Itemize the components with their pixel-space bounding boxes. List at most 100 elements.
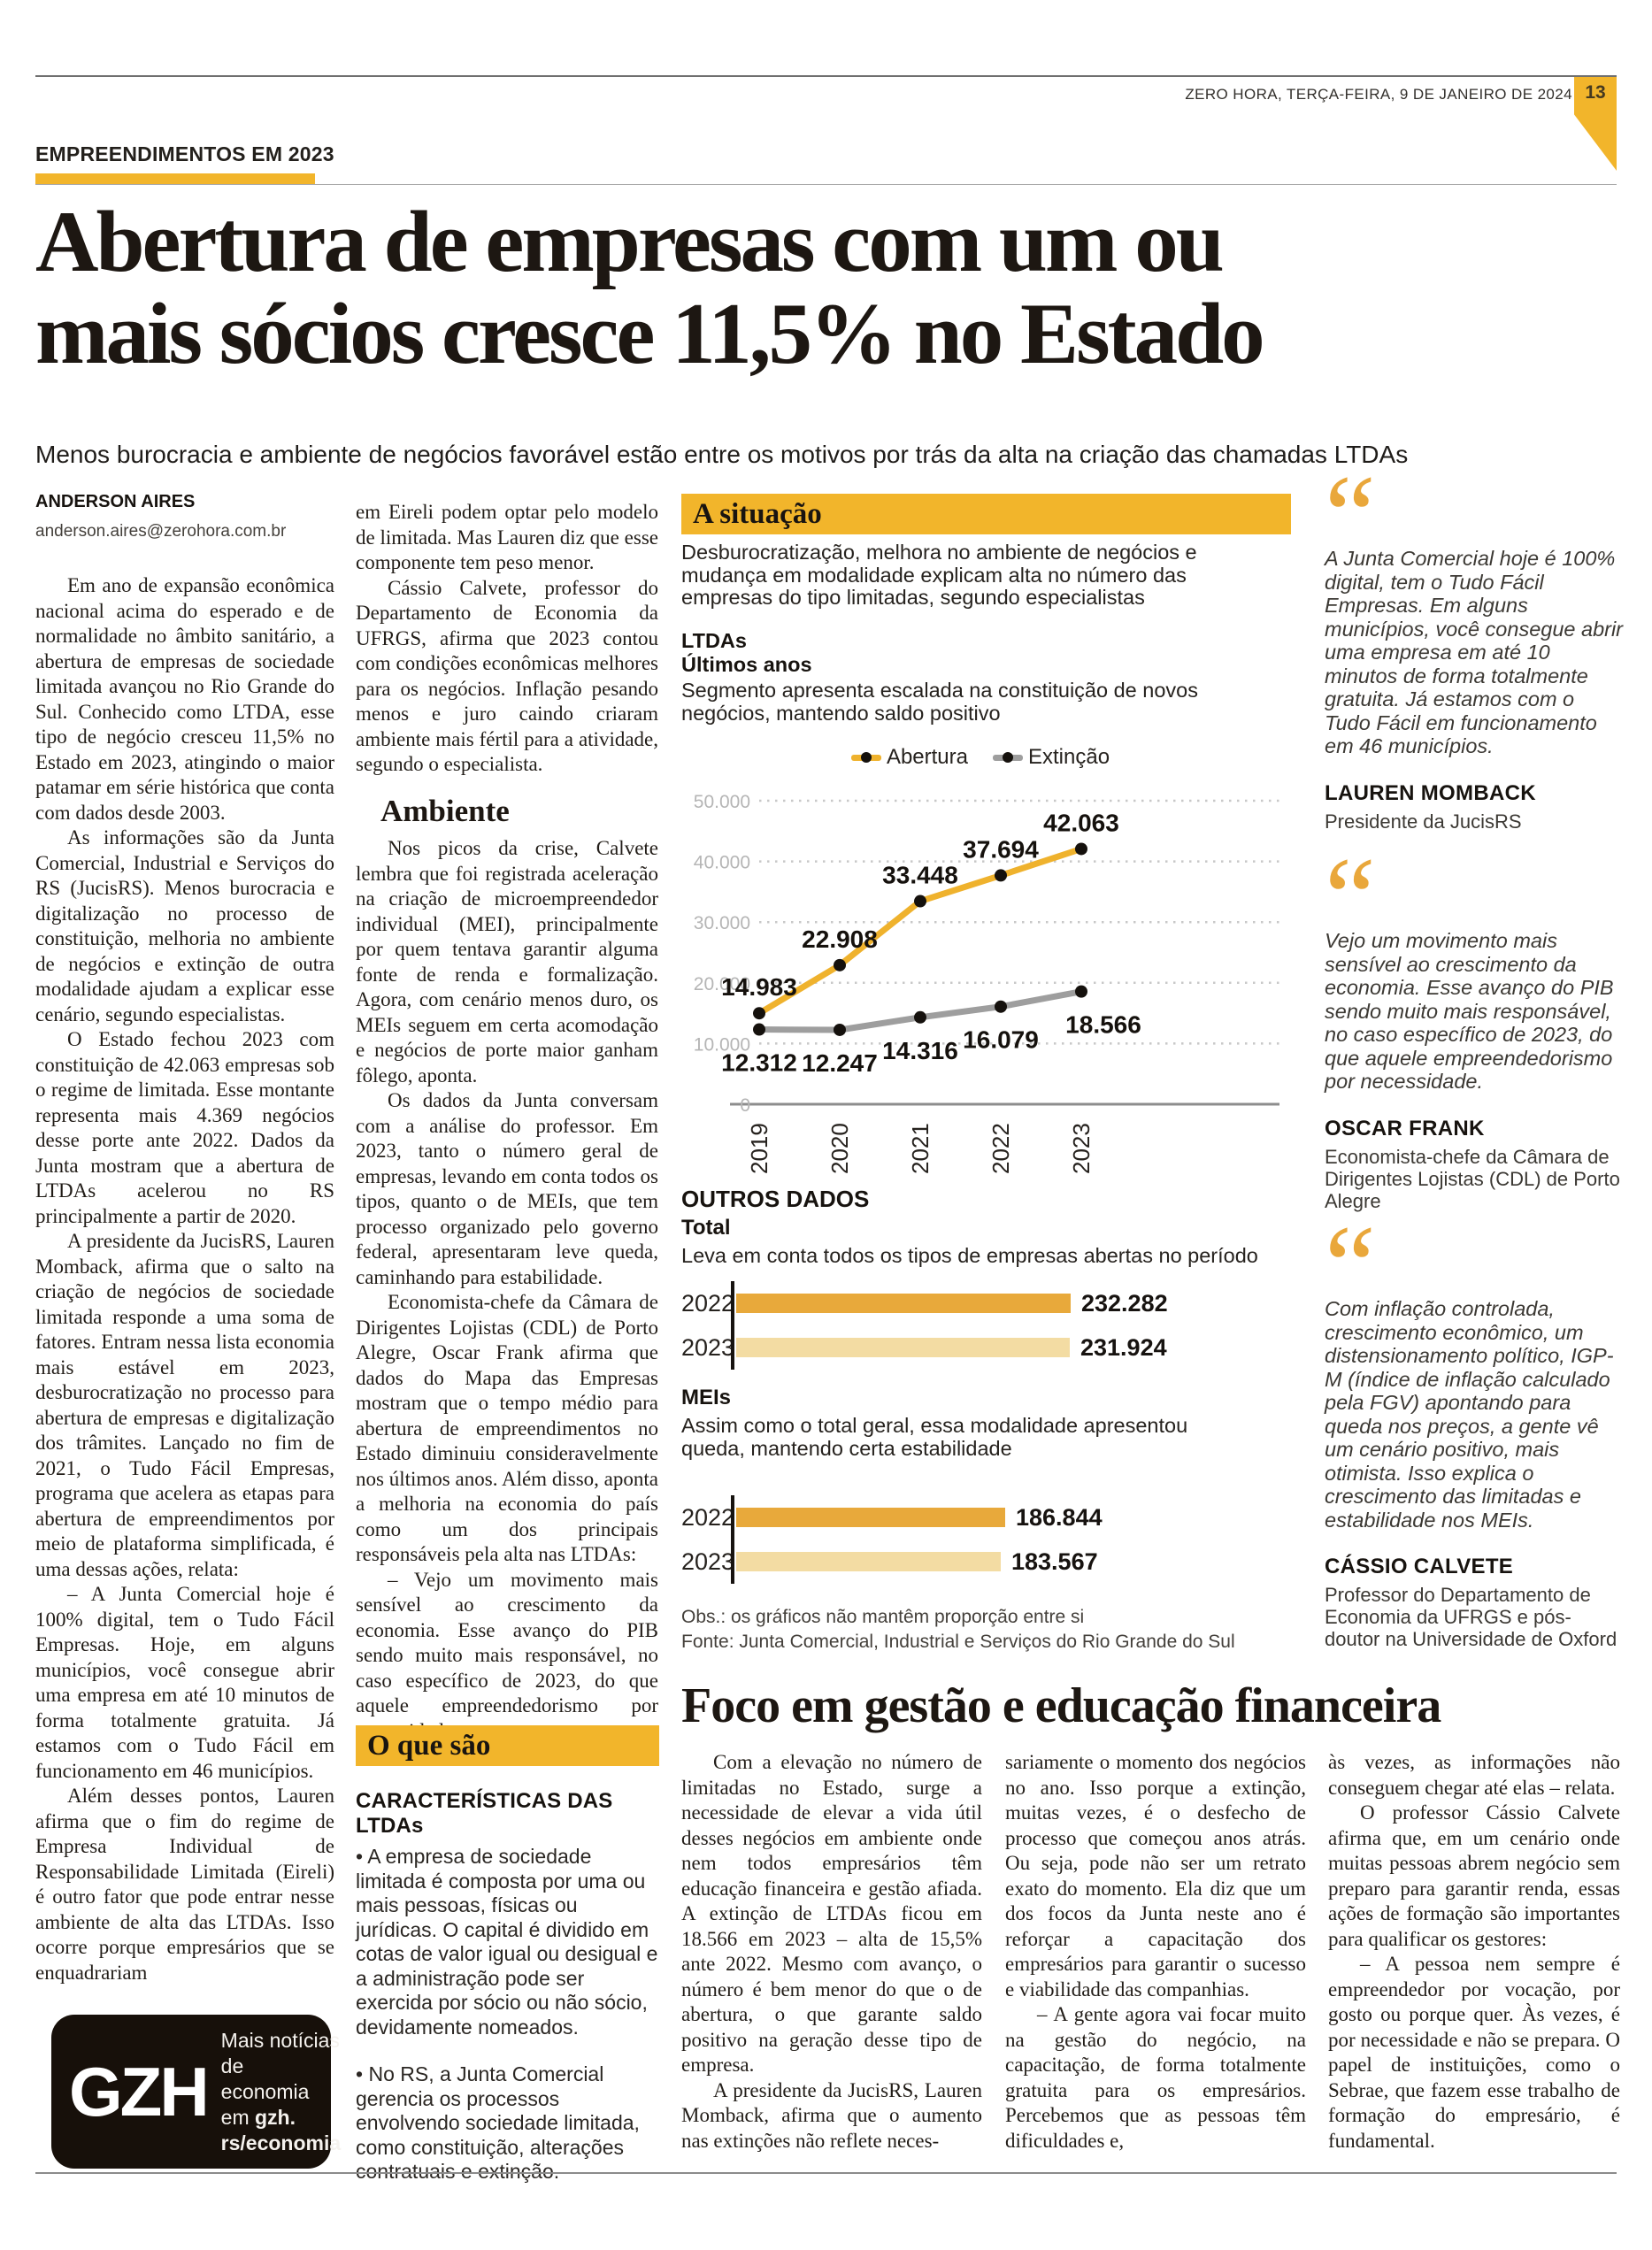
bottom-article-column-1: Com a elevação no número de limitadas no…	[681, 1750, 982, 2154]
bar-value-label: 183.567	[1011, 1547, 1098, 1575]
data-label: 12.247	[802, 1049, 878, 1077]
data-label: 14.316	[882, 1037, 958, 1064]
legend-label: Extinção	[1028, 745, 1110, 769]
legend-line-swatch	[993, 752, 1023, 763]
x-tick-label: 2023	[1068, 1123, 1095, 1174]
bar	[736, 1294, 1071, 1313]
byline-author: ANDERSON AIRES	[35, 492, 196, 511]
data-point	[995, 1000, 1007, 1013]
chart-note: Obs.: os gráficos não mantêm proporção e…	[681, 1607, 1085, 1627]
data-point	[834, 1023, 846, 1036]
bottom-article-column-2: sariamente o momento dos negócios no ano…	[1005, 1750, 1306, 2154]
bar	[736, 1508, 1005, 1527]
bar-track: 231.924	[731, 1325, 1279, 1370]
legend-dot-icon	[860, 752, 872, 763]
data-label: 22.908	[802, 925, 878, 953]
bar-row: 2022 232.282	[681, 1281, 1279, 1325]
paragraph: A presidente da JucisRS, Lauren Momback,…	[35, 1230, 334, 1580]
section-kicker: EMPREENDIMENTOS EM 2023	[35, 142, 334, 165]
quote-text: Vejo um movimento mais sensível ao cresc…	[1325, 929, 1614, 1093]
paragraph: A presidente da JucisRS, Lauren Momback,…	[681, 2078, 982, 2152]
explainer-box-subtitle: CARACTERÍSTICAS DAS LTDAs	[356, 1789, 613, 1838]
bar-track: 183.567	[731, 1540, 1279, 1584]
paragraph: As informações são da Junta Comercial, I…	[35, 826, 334, 1025]
quote-author-role: Professor do Departamento de Economia da…	[1325, 1584, 1617, 1650]
paragraph: – A Junta Comercial hoje é 100% digital,…	[35, 1583, 334, 1782]
infographic-title-bar: A situação	[681, 494, 1291, 534]
data-point	[914, 895, 926, 908]
bar	[736, 1552, 1001, 1571]
data-point	[1075, 842, 1087, 856]
page-number-tab: 13	[1574, 77, 1617, 171]
legend-dot-icon	[1003, 752, 1013, 763]
headline-line-1: Abertura de empresas com um ou	[35, 194, 1225, 290]
data-label: 18.566	[1065, 1011, 1141, 1039]
bar-value-label: 231.924	[1080, 1333, 1167, 1361]
bullet-icon: •	[356, 1845, 364, 1868]
paragraph: O Estado fechou 2023 com constituição de…	[35, 1028, 334, 1227]
chart-description: Segmento apresenta escalada na constitui…	[681, 679, 1198, 725]
bar-year-label: 2023	[681, 1547, 735, 1575]
quote-author-role: Presidente da JucisRS	[1325, 810, 1522, 833]
bar-track: 186.844	[731, 1495, 1279, 1540]
data-label: 42.063	[1043, 809, 1119, 836]
data-point	[753, 1007, 765, 1020]
legend-item-abertura: Abertura	[850, 745, 968, 770]
gzh-logo: GZH	[69, 2053, 210, 2131]
pull-quote: “ Vejo um movimento mais sensível ao cre…	[1325, 834, 1623, 1212]
meis-bar-chart: 2022 186.844 2023 183.567	[681, 1495, 1279, 1584]
paragraph: Em ano de expansão econômica nacional ac…	[35, 574, 334, 824]
paragraph: Cássio Calvete, professor do Departament…	[356, 576, 658, 776]
paragraph: – A gente agora vai focar muito na gestã…	[1005, 2003, 1306, 2152]
data-label: 33.448	[882, 862, 958, 889]
outros-dados-title: OUTROS DADOS	[681, 1186, 870, 1212]
chart-source: Fonte: Junta Comercial, Industrial e Ser…	[681, 1632, 1235, 1652]
x-tick-label: 2021	[907, 1123, 934, 1174]
masthead-date: ZERO HORA, TERÇA-FEIRA, 9 DE JANEIRO DE …	[1185, 86, 1572, 103]
quote-icon: “	[1325, 834, 1376, 962]
paragraph: sariamente o momento dos negócios no ano…	[1005, 1751, 1306, 2000]
bar-row: 2023 183.567	[681, 1540, 1279, 1584]
meis-chart-title: MEIs	[681, 1386, 732, 1409]
y-tick-label: 0	[740, 1095, 750, 1116]
data-point	[753, 1023, 765, 1036]
bar-value-label: 232.282	[1081, 1289, 1168, 1317]
y-tick-label: 20.000	[694, 974, 750, 994]
paragraph: Além desses pontos, Lauren afirma que o …	[35, 1785, 334, 1984]
bar-year-label: 2023	[681, 1333, 735, 1361]
data-label: 12.312	[721, 1049, 797, 1077]
legend-item-extincao: Extinção	[993, 745, 1110, 770]
kicker-rule	[35, 184, 1617, 185]
data-point	[995, 869, 1007, 882]
y-tick-label: 40.000	[694, 853, 750, 873]
gzh-promo-text: Mais notícias de economia em gzh. rs/eco…	[220, 2028, 342, 2154]
paragraph: Economista-chefe da Câmara de Dirigentes…	[356, 1291, 658, 1565]
line-chart-svg: 0 10.000 20.000 30.000 40.000 50.000 2019 2020 2…	[694, 792, 1279, 1174]
bar-year-label: 2022	[681, 1289, 735, 1317]
bottom-article-column-3: às vezes, as informações não conseguem c…	[1328, 1750, 1620, 2154]
bullet-item: • A empresa de sociedade limitada é comp…	[356, 1845, 658, 2039]
paragraph: Nos picos da crise, Calvete lembra que f…	[356, 837, 658, 1087]
data-label: 37.694	[963, 835, 1039, 863]
x-tick-label: 2019	[746, 1123, 772, 1174]
total-chart-title: Total	[681, 1216, 731, 1240]
article-column-2: em Eireli podem optar pelo modelo de lim…	[356, 500, 658, 1744]
bar-row: 2023 231.924	[681, 1325, 1279, 1370]
headline-line-2: mais sócios cresce 11,5% no Estado	[35, 286, 1265, 382]
gzh-promo-box: GZH Mais notícias de economia em gzh. rs…	[51, 2015, 341, 2169]
x-tick-label: 2020	[826, 1123, 853, 1174]
bar-row: 2022 186.844	[681, 1495, 1279, 1540]
article-column-1: Em ano de expansão econômica nacional ac…	[35, 573, 334, 1985]
paragraph: – A pessoa nem sempre é empreendedor por…	[1328, 1953, 1620, 2152]
quote-author: CÁSSIO CALVETE	[1325, 1555, 1514, 1578]
quote-text: Com inflação controlada, crescimento eco…	[1325, 1297, 1614, 1532]
total-bar-chart: 2022 232.282 2023 231.924	[681, 1281, 1279, 1370]
pull-quote: “ Com inflação controlada, crescimento e…	[1325, 1209, 1623, 1650]
legend-line-swatch	[850, 752, 881, 763]
inline-subhead: Ambiente	[380, 793, 510, 828]
bullet-icon: •	[356, 2062, 364, 2085]
paragraph: Com a elevação no número de limitadas no…	[681, 1751, 982, 2076]
quote-author: OSCAR FRANK	[1325, 1116, 1485, 1140]
data-label: 16.079	[963, 1026, 1039, 1054]
quote-author: LAUREN MOMBACK	[1325, 780, 1536, 805]
